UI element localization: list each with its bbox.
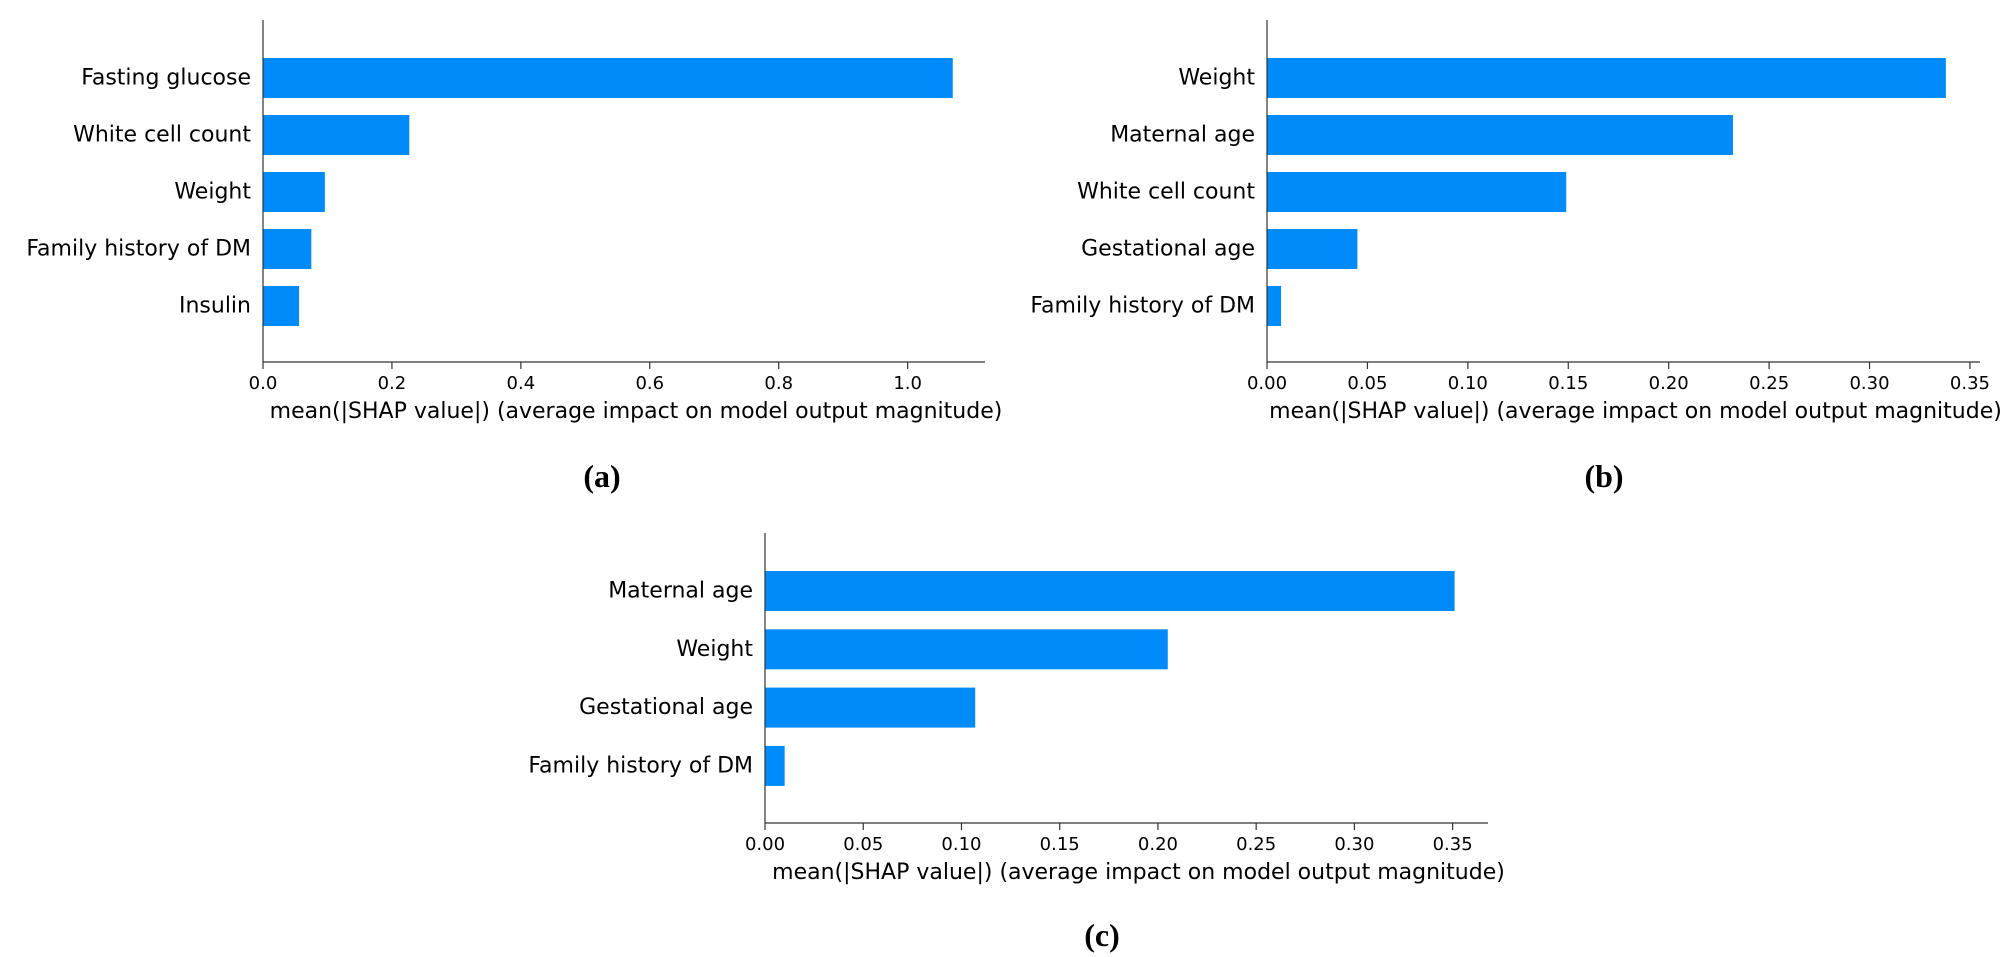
x-tick-label: 0.6 [635,373,664,394]
category-label: Family history of DM [26,237,251,262]
category-label: Maternal age [608,579,753,604]
category-label: Insulin [179,294,251,319]
chart-panel-a: Fasting glucose White cell count Weight Fam… [26,20,1002,494]
category-label: Weight [1178,66,1255,91]
x-tick-label: 0.2 [378,373,407,394]
bar [263,58,953,98]
bar [765,745,785,786]
panel-label: (c) [1084,917,1120,953]
category-label: Weight [174,180,251,205]
x-tick-label: 0.30 [1849,373,1889,394]
x-axis-label: mean(|SHAP value|) (average impact on mo… [772,860,1505,885]
x-axis-label: mean(|SHAP value|) (average impact on mo… [1269,399,2002,424]
category-label: Weight [676,637,753,662]
x-axis-label: mean(|SHAP value|) (average impact on mo… [270,399,1003,424]
panel-label: (b) [1584,458,1623,494]
bar [263,286,300,326]
bar [263,115,410,155]
bar [1267,286,1282,326]
x-tick-label: 0.15 [1548,373,1588,394]
bar [765,571,1455,611]
panel-label: (a) [583,458,620,494]
x-tick-label: 0.35 [1433,834,1473,855]
bar [1267,229,1358,269]
x-tick-label: 1.0 [893,373,922,394]
x-tick-label: 0.15 [1040,834,1080,855]
category-label: Family history of DM [528,753,753,778]
x-tick-label: 0.0 [249,373,278,394]
bar [765,629,1168,670]
bar [263,229,312,269]
category-label: Maternal age [1110,123,1255,148]
category-label: Gestational age [579,695,753,720]
bar [1267,115,1733,155]
category-label: Fasting glucose [81,66,251,91]
x-tick-label: 0.20 [1649,373,1689,394]
x-tick-label: 0.00 [745,834,785,855]
bar [263,172,325,212]
category-label: White cell count [1077,180,1255,205]
x-tick-label: 0.10 [941,834,981,855]
chart-panel-c: Maternal age Weight Gestational age Family … [528,533,1505,953]
x-tick-label: 0.30 [1334,834,1374,855]
bar [1267,58,1946,98]
x-tick-label: 0.05 [843,834,883,855]
x-tick-label: 0.8 [764,373,793,394]
x-tick-label: 0.10 [1448,373,1488,394]
x-tick-label: 0.00 [1247,373,1287,394]
x-tick-label: 0.25 [1749,373,1789,394]
bar [1267,172,1567,212]
category-label: Family history of DM [1030,294,1255,319]
x-tick-label: 0.4 [507,373,536,394]
chart-panel-b: Weight Maternal age White cell count Gestat… [1030,20,2002,494]
category-label: Gestational age [1081,237,1255,262]
category-label: White cell count [73,123,251,148]
bar [765,687,976,728]
x-tick-label: 0.20 [1138,834,1178,855]
x-tick-label: 0.35 [1950,373,1990,394]
x-tick-label: 0.05 [1347,373,1387,394]
x-tick-label: 0.25 [1236,834,1276,855]
